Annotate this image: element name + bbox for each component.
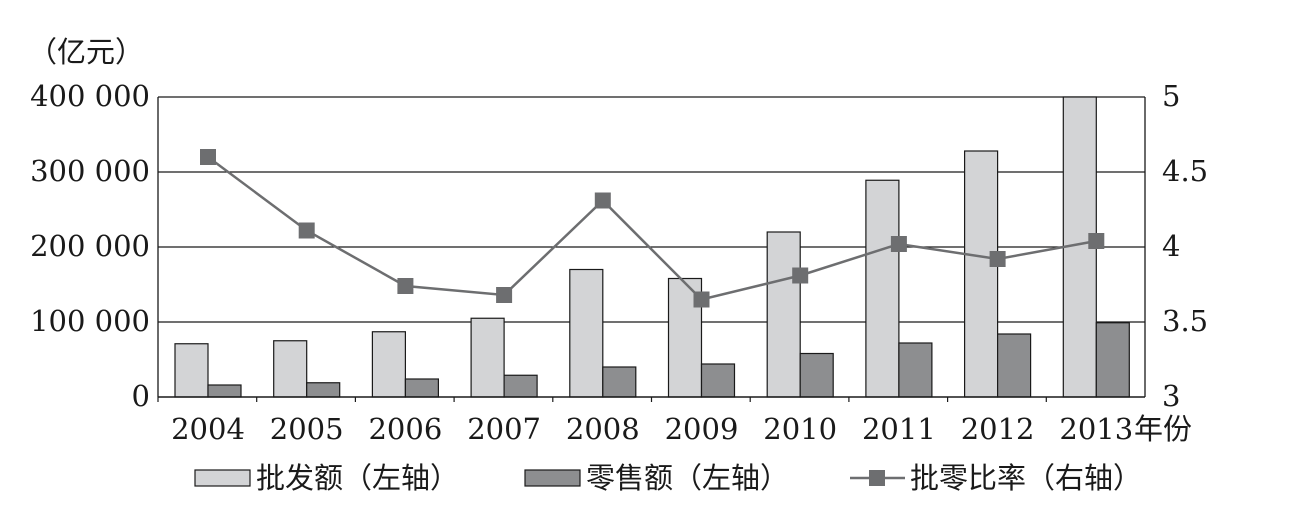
left-tick-label: 100 000 (30, 304, 150, 338)
tick-labels: 0 100 000 200 000 300 000 400 000 3 3.5 4 4.5 5 20… (30, 79, 1208, 446)
retail-bar (404, 378, 439, 398)
left-tick-label: 200 000 (30, 229, 150, 263)
left-tick-label: 300 000 (30, 154, 150, 188)
axes (157, 97, 1146, 402)
retail-bar (207, 384, 242, 398)
retail-bar (996, 333, 1032, 398)
x-tick-label: 2004 (171, 412, 245, 446)
x-axis-unit-label: 年份 (1134, 412, 1192, 446)
ratio-point (1088, 233, 1105, 249)
ratio-point (200, 149, 216, 165)
retail-bar (503, 374, 538, 398)
legend-swatch-wholesale (194, 469, 251, 487)
retail-bar (700, 363, 736, 398)
ratio-point (594, 192, 611, 209)
x-tick-label: 2011 (862, 412, 936, 446)
ratio-point (397, 278, 414, 294)
right-tick-label: 4.5 (1162, 154, 1208, 188)
retail-bar (898, 342, 933, 398)
ratio-point (792, 267, 809, 284)
legend-label-retail: 零售额（左轴） (586, 461, 789, 495)
wholesale-bar (667, 277, 703, 398)
wholesale-bar (371, 331, 406, 398)
ratio-point (298, 222, 315, 239)
right-tick-label: 3.5 (1162, 304, 1208, 338)
x-tick-label: 2009 (665, 412, 739, 446)
right-tick-label: 5 (1162, 79, 1180, 113)
wholesale-bar (273, 340, 308, 398)
legend-label-wholesale: 批发额（左轴） (256, 461, 459, 495)
wholesale-bar (470, 317, 505, 398)
wholesale-bar (766, 231, 801, 398)
ratio-point (989, 251, 1006, 267)
ratio-point (496, 287, 513, 303)
retail-bar (799, 352, 834, 398)
x-tick-label: 2005 (270, 412, 344, 446)
left-tick-label: 400 000 (30, 79, 150, 113)
legend: 批发额（左轴） 零售额（左轴） 批零比率（右轴） (194, 461, 1142, 495)
x-tick-label: 2010 (763, 412, 837, 446)
retail-bar (306, 382, 341, 398)
retail-bar (602, 366, 637, 398)
ratio-point (693, 291, 710, 308)
ratio-line (200, 149, 1105, 308)
x-tick-label: 2007 (467, 412, 541, 446)
ratio-series-line (207, 155, 1097, 301)
legend-label-ratio: 批零比率（右轴） (910, 461, 1142, 495)
ratio-point (890, 236, 907, 252)
x-tick-label: 2013 (1059, 412, 1133, 446)
wholesale-bar (569, 268, 604, 398)
x-tick-label: 2008 (566, 412, 640, 446)
legend-marker-ratio (869, 470, 885, 486)
left-tick-label: 0 (132, 379, 150, 413)
right-tick-label: 4 (1162, 229, 1180, 263)
wholesale-bar (963, 150, 999, 398)
left-axis-unit-label: （亿元） (28, 35, 144, 69)
retail-bar (1095, 322, 1130, 398)
x-tick-label: 2006 (368, 412, 442, 446)
x-tick-label: 2012 (961, 412, 1035, 446)
wholesale-bar (865, 179, 900, 398)
legend-swatch-retail (524, 469, 581, 487)
right-tick-label: 3 (1162, 379, 1180, 413)
wholesale-bar (174, 343, 209, 398)
